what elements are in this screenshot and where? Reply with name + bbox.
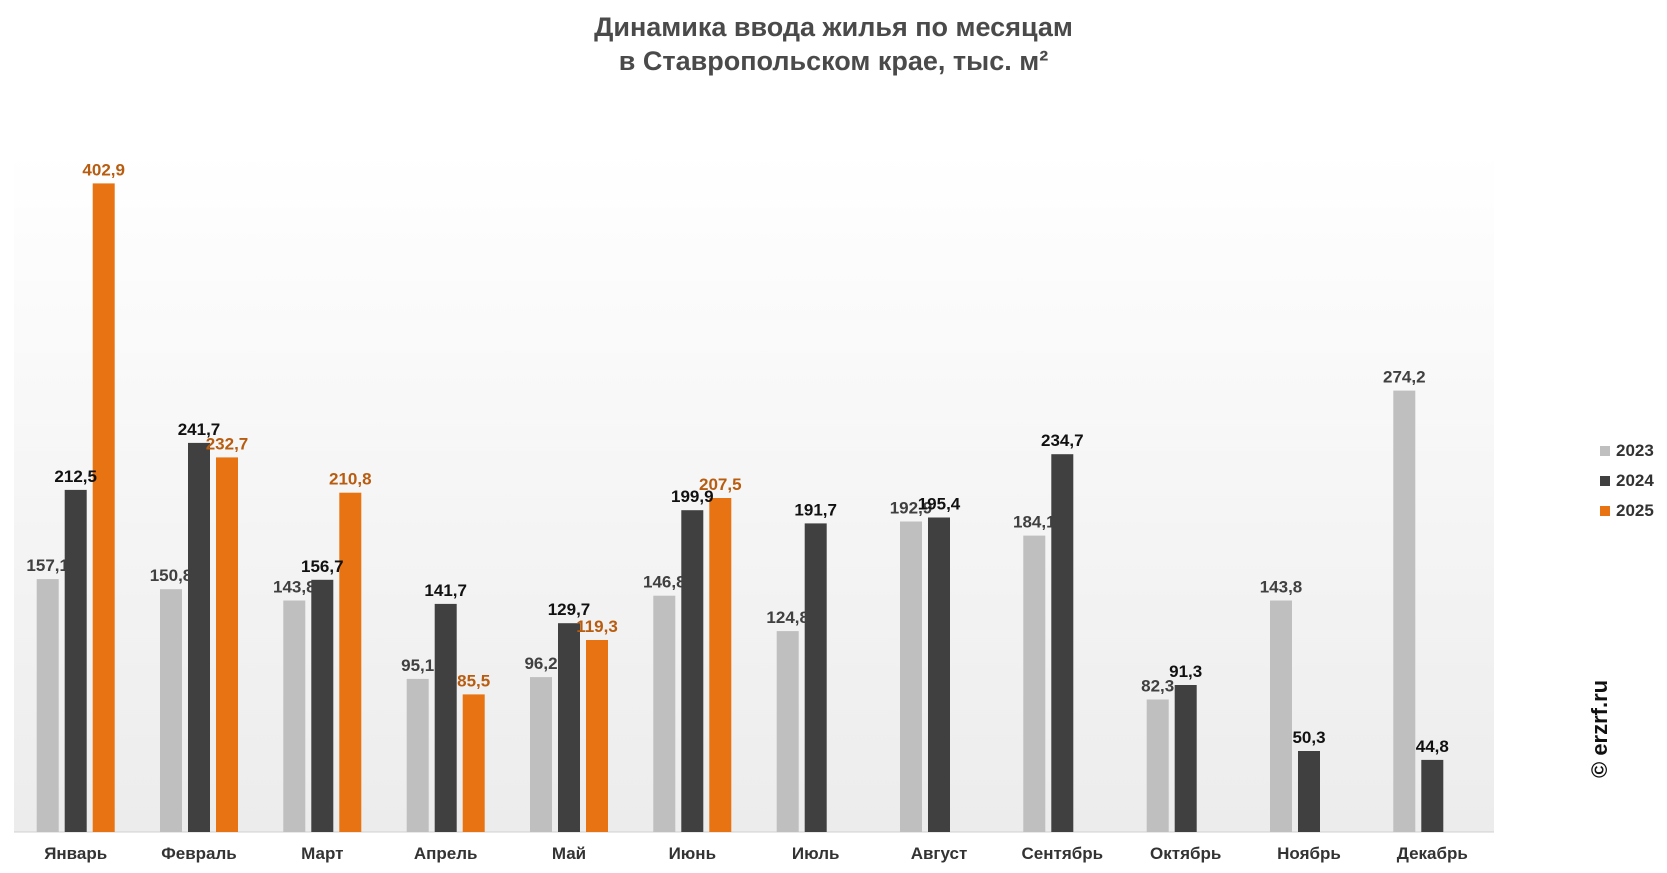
bar-2025-4 <box>462 694 485 832</box>
legend-swatch-2025 <box>1600 506 1610 516</box>
legend-swatch-2023 <box>1600 446 1610 456</box>
bar-2023-5 <box>530 677 552 832</box>
bar-2025-3 <box>339 492 362 832</box>
bar-2023-10 <box>1146 699 1169 832</box>
data-label-2024-5: 129,7 <box>548 600 591 619</box>
x-tick-label-4: Апрель <box>414 844 478 863</box>
legend-item-2023: 2023 <box>1600 436 1654 466</box>
data-label-2025-2: 232,7 <box>206 434 249 453</box>
data-label-2023-6: 146,8 <box>643 573 686 592</box>
bar-2025-6 <box>709 498 732 832</box>
x-tick-label-11: Ноябрь <box>1277 844 1341 863</box>
data-label-2024-7: 191,7 <box>794 500 837 519</box>
data-label-2023-9: 184,1 <box>1013 513 1056 532</box>
bar-2025-5 <box>586 640 608 832</box>
x-tick-label-7: Июль <box>792 844 840 863</box>
data-label-2024-4: 141,7 <box>424 581 467 600</box>
x-tick-label-8: Август <box>911 844 968 863</box>
bar-2025-2 <box>216 457 238 832</box>
chart-title-line-1: Динамика ввода жилья по месяцам <box>594 12 1073 42</box>
bar-2024-12 <box>1421 759 1444 832</box>
bar-2024-7 <box>804 523 827 832</box>
bar-2024-4 <box>434 603 457 832</box>
data-label-2023-12: 274,2 <box>1383 368 1426 387</box>
bar-2024-9 <box>1051 454 1074 832</box>
x-tick-label-1: Январь <box>44 844 107 863</box>
data-label-2024-2: 241,7 <box>178 420 221 439</box>
bar-2024-3 <box>311 579 334 832</box>
x-tick-label-9: Сентябрь <box>1022 844 1104 863</box>
data-label-2024-12: 44,8 <box>1416 737 1449 756</box>
data-label-2023-7: 124,8 <box>766 608 809 627</box>
bar-2024-10 <box>1174 685 1197 832</box>
bar-2024-8 <box>928 517 950 832</box>
bar-2024-6 <box>681 510 704 832</box>
x-tick-label-3: Март <box>301 844 343 863</box>
data-label-2023-1: 157,1 <box>26 556 69 575</box>
bar-2023-12 <box>1393 390 1416 832</box>
bar-2023-9 <box>1023 535 1046 832</box>
watermark: © erzrf.ru <box>1587 679 1612 778</box>
legend-label-2024: 2024 <box>1616 471 1654 490</box>
bar-2025-1 <box>92 183 115 832</box>
data-label-2023-11: 143,8 <box>1260 578 1303 597</box>
x-tick-label-5: Май <box>552 844 586 863</box>
legend-item-2024: 2024 <box>1600 466 1654 496</box>
bar-2024-11 <box>1298 751 1320 832</box>
x-tick-label-6: Июнь <box>669 844 716 863</box>
data-label-2024-1: 212,5 <box>54 467 97 486</box>
bar-2024-5 <box>558 623 580 832</box>
chart-title-line-2: в Ставропольском крае, тыс. м² <box>618 46 1049 76</box>
bar-2024-1 <box>64 489 87 832</box>
legend-item-2025: 2025 <box>1600 496 1654 526</box>
data-label-2024-10: 91,3 <box>1169 662 1202 681</box>
data-label-2024-3: 156,7 <box>301 557 344 576</box>
data-label-2024-6: 199,9 <box>671 487 714 506</box>
data-label-2025-6: 207,5 <box>699 475 742 494</box>
x-tick-label-2: Февраль <box>161 844 237 863</box>
data-label-2025-4: 85,5 <box>457 671 490 690</box>
data-label-2024-11: 50,3 <box>1292 728 1325 747</box>
x-tick-label-12: Декабрь <box>1397 844 1468 863</box>
legend-swatch-2024 <box>1600 476 1610 486</box>
data-label-2024-9: 234,7 <box>1041 431 1084 450</box>
bar-2024-2 <box>188 442 210 832</box>
plot-area <box>14 150 1494 832</box>
bar-2023-6 <box>653 595 676 832</box>
data-label-2024-8: 195,4 <box>918 495 961 514</box>
legend-label-2025: 2025 <box>1616 501 1654 520</box>
data-label-2023-8: 192,9 <box>890 499 933 518</box>
data-label-2023-4: 95,1 <box>401 656 434 675</box>
legend: 2023 2024 2025 <box>1600 436 1654 526</box>
bar-2023-7 <box>776 631 799 832</box>
data-label-2025-3: 210,8 <box>329 470 372 489</box>
legend-label-2023: 2023 <box>1616 441 1654 460</box>
data-label-2023-3: 143,8 <box>273 578 316 597</box>
bar-2023-8 <box>900 521 922 832</box>
bar-2023-3 <box>283 600 306 832</box>
bar-2023-2 <box>160 589 182 832</box>
chart-title: Динамика ввода жилья по месяцам в Ставро… <box>0 10 1667 78</box>
bar-2023-1 <box>36 579 59 832</box>
data-label-2025-5: 119,3 <box>576 617 618 636</box>
bar-2023-4 <box>406 678 429 832</box>
bar-2023-11 <box>1270 600 1292 832</box>
data-label-2025-1: 402,9 <box>82 160 125 179</box>
data-label-2023-10: 82,3 <box>1141 677 1174 696</box>
data-label-2023-5: 96,2 <box>524 654 557 673</box>
data-label-2023-2: 150,8 <box>150 566 193 585</box>
x-tick-label-10: Октябрь <box>1150 844 1221 863</box>
